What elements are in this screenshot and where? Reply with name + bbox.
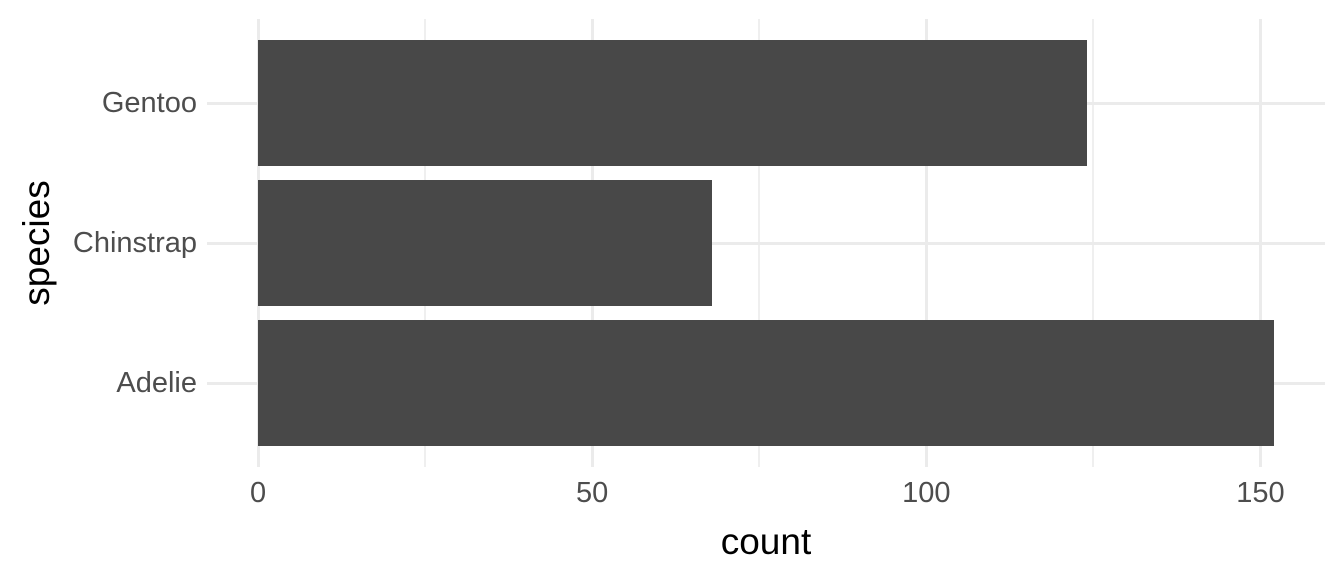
- y-tick-label-chinstrap: Chinstrap: [72, 227, 197, 259]
- y-tick-label-adelie: Adelie: [116, 367, 197, 399]
- bar-gentoo: [258, 40, 1087, 166]
- gridline-major-y-chinstrap: [207, 241, 1325, 245]
- bar-chinstrap: [258, 180, 713, 306]
- y-tick-label-gentoo: Gentoo: [101, 87, 197, 119]
- x-axis-title: count: [720, 521, 812, 562]
- x-tick-label-150: 150: [1236, 477, 1285, 509]
- plot-panel: [207, 19, 1325, 467]
- x-tick-label-0: 0: [249, 477, 267, 509]
- bar-adelie: [258, 320, 1274, 446]
- x-tick-label-50: 50: [576, 477, 609, 509]
- x-tick-label-100: 100: [902, 477, 951, 509]
